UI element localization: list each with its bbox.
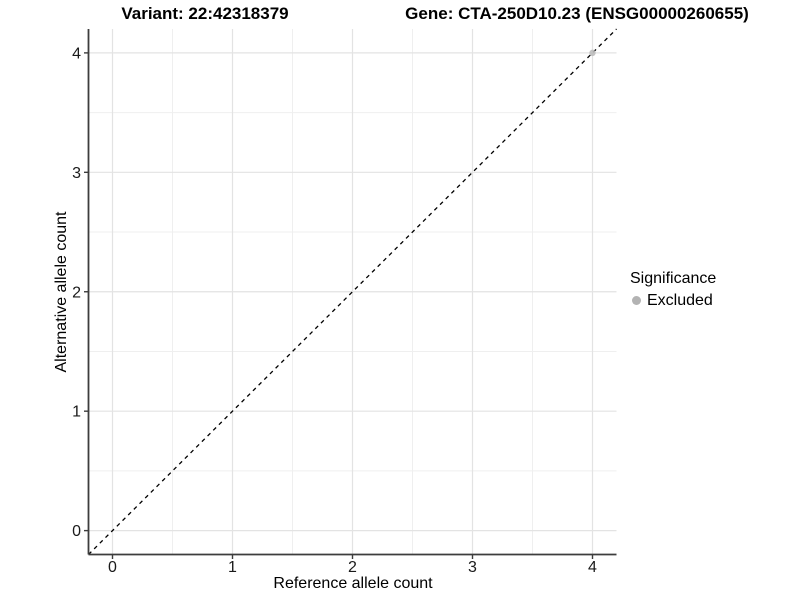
x-tick-label: 3 bbox=[468, 559, 477, 576]
x-tick-label: 0 bbox=[108, 559, 117, 576]
x-tick-label: 1 bbox=[228, 559, 237, 576]
legend-title: Significance bbox=[630, 270, 717, 287]
x-tick-label: 4 bbox=[588, 559, 597, 576]
y-tick-label: 3 bbox=[72, 165, 81, 182]
legend: Significance Excluded bbox=[630, 270, 716, 310]
y-axis-title: Alternative allele count bbox=[53, 211, 70, 373]
gene-title: Gene: CTA-250D10.23 (ENSG00000260655) bbox=[405, 4, 749, 23]
x-tick-label: 2 bbox=[348, 559, 357, 576]
data-point bbox=[589, 49, 596, 57]
variant-title: Variant: 22:42318379 bbox=[121, 4, 289, 23]
y-tick-label: 4 bbox=[72, 45, 81, 62]
legend-key-dot-icon bbox=[632, 296, 641, 305]
y-tick-label: 2 bbox=[72, 284, 81, 301]
y-tick-label: 0 bbox=[72, 523, 81, 540]
legend-item: Excluded bbox=[632, 291, 716, 310]
y-tick-label: 1 bbox=[72, 404, 81, 421]
legend-items: Excluded bbox=[630, 291, 716, 310]
legend-item-label: Excluded bbox=[647, 292, 713, 309]
x-axis-title: Reference allele count bbox=[273, 575, 433, 592]
